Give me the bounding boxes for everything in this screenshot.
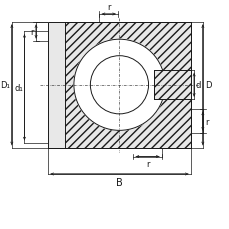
Text: d: d [194,81,200,90]
Circle shape [90,56,148,114]
Text: r: r [204,117,207,126]
Text: D: D [204,81,210,90]
Bar [47,23,190,148]
Text: d₁: d₁ [15,83,23,92]
Text: r: r [30,28,34,37]
Text: B: B [116,177,122,187]
Text: r: r [145,160,149,169]
Bar [47,23,65,148]
Text: D₁: D₁ [0,81,10,90]
Text: r: r [106,3,110,12]
Bar [47,23,190,148]
Circle shape [74,40,164,131]
Bar [154,71,190,100]
